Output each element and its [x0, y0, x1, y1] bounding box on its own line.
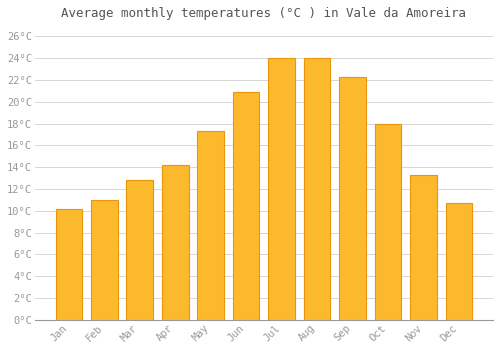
Bar: [56, 209, 82, 320]
Bar: [126, 180, 153, 320]
Bar: [374, 124, 402, 320]
Bar: [446, 203, 472, 320]
Title: Average monthly temperatures (°C ) in Vale da Amoreira: Average monthly temperatures (°C ) in Va…: [62, 7, 466, 20]
Bar: [162, 165, 188, 320]
Bar: [410, 175, 437, 320]
Bar: [339, 77, 366, 320]
Bar: [233, 92, 260, 320]
Bar: [91, 200, 118, 320]
Bar: [198, 131, 224, 320]
Bar: [304, 58, 330, 320]
Bar: [268, 58, 295, 320]
